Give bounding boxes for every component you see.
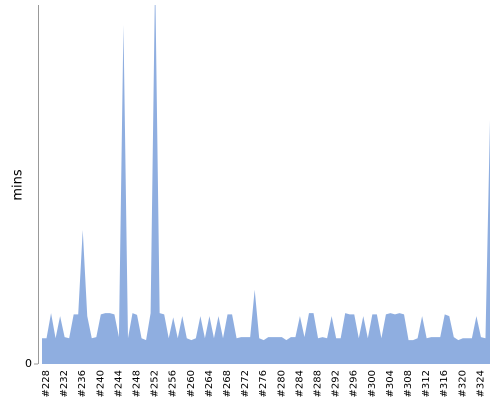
y-axis-label: mins [11, 169, 26, 201]
x-tick-label: #324 [475, 370, 486, 397]
x-tick-label: #304 [385, 370, 396, 397]
x-tick-label: #244 [113, 370, 124, 397]
x-tick-label: #288 [313, 370, 324, 397]
x-tick-label: #320 [457, 370, 468, 397]
x-tick-label: #284 [294, 370, 305, 397]
x-tick-label: #276 [258, 370, 269, 397]
area [42, 5, 490, 364]
x-tick-label: #300 [367, 370, 378, 397]
x-tick-label: #296 [349, 370, 360, 397]
x-tick-label: #272 [240, 370, 251, 397]
x-tick-label: #280 [276, 370, 287, 397]
x-tick-label: #268 [222, 370, 233, 397]
y-tick-label: 0 [25, 357, 32, 370]
x-tick-label: #248 [132, 370, 143, 397]
x-tick-label: #312 [421, 370, 432, 397]
x-tick-label: #236 [77, 370, 88, 397]
x-tick-label: #228 [41, 370, 52, 397]
x-tick-label: #316 [439, 370, 450, 397]
x-tick-label: #232 [59, 370, 70, 397]
x-tick-label: #292 [331, 370, 342, 397]
x-tick-label: #240 [95, 370, 106, 397]
x-tick-label: #308 [403, 370, 414, 397]
x-tick-label: #264 [204, 370, 215, 397]
x-tick-label: #260 [186, 370, 197, 397]
x-tick-label: #256 [168, 370, 179, 397]
x-tick-label: #252 [150, 370, 161, 397]
